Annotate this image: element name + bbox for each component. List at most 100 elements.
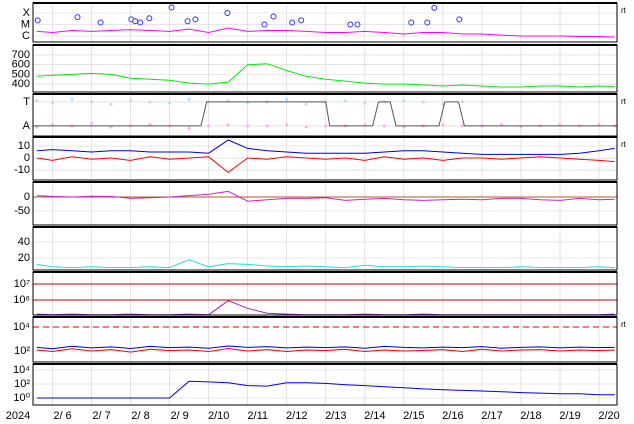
x-tick-label: 2/14 bbox=[364, 410, 385, 422]
panel-frame bbox=[32, 316, 618, 363]
panel-frame bbox=[32, 271, 618, 316]
right-label: rt bbox=[621, 320, 627, 329]
data-point bbox=[226, 123, 230, 127]
data-point bbox=[246, 124, 250, 128]
y-tick-label: 0 bbox=[24, 191, 30, 203]
y-tick-label: 600 bbox=[12, 59, 30, 71]
y-tick-label: X bbox=[23, 7, 31, 19]
y-tick-label: 10⁴ bbox=[13, 364, 30, 376]
data-point bbox=[97, 19, 104, 26]
panel-frame bbox=[32, 93, 618, 137]
data-point bbox=[90, 122, 94, 126]
x-tick-label: 2/16 bbox=[442, 410, 463, 422]
y-tick-label: -50 bbox=[14, 205, 30, 217]
data-point bbox=[304, 102, 308, 106]
x-tick-label: 2/ 8 bbox=[131, 410, 149, 422]
data-point bbox=[347, 21, 354, 28]
y-tick-label: 10² bbox=[14, 378, 30, 390]
data-point bbox=[265, 124, 269, 128]
y-tick-label: 10 bbox=[18, 140, 30, 152]
data-point bbox=[148, 100, 152, 104]
data-point bbox=[51, 101, 55, 105]
data-point bbox=[343, 99, 347, 103]
data-point bbox=[441, 123, 445, 127]
x-tick-label: 2/11 bbox=[247, 410, 268, 422]
panel-frame bbox=[32, 44, 618, 93]
data-point bbox=[168, 4, 175, 11]
series-line bbox=[36, 63, 615, 88]
data-point bbox=[192, 16, 199, 23]
y-tick-label: 10⁰ bbox=[13, 392, 30, 404]
data-point bbox=[324, 124, 328, 128]
series-line bbox=[36, 347, 615, 353]
x-tick-label: 2/20 bbox=[598, 410, 619, 422]
data-point bbox=[207, 124, 211, 128]
y-tick-label: T bbox=[23, 96, 30, 108]
data-point bbox=[34, 17, 41, 24]
series-line bbox=[36, 156, 615, 174]
series-line bbox=[36, 380, 615, 399]
y-tick-label: 20 bbox=[18, 252, 30, 264]
right-label: rt bbox=[621, 6, 627, 15]
data-point bbox=[74, 14, 81, 21]
y-tick-label: 10⁷ bbox=[14, 278, 30, 290]
y-tick-label: 40 bbox=[18, 236, 30, 248]
data-point bbox=[382, 124, 386, 128]
data-point bbox=[132, 18, 139, 25]
data-point bbox=[298, 17, 305, 24]
series-line bbox=[33, 101, 617, 127]
y-tick-label: M bbox=[21, 18, 30, 30]
data-point bbox=[261, 21, 268, 28]
year-label: 2024 bbox=[6, 410, 30, 422]
data-point bbox=[460, 100, 464, 104]
y-tick-label: 10⁴ bbox=[13, 321, 30, 333]
data-point bbox=[402, 99, 406, 103]
series-line bbox=[36, 139, 615, 155]
data-point bbox=[363, 101, 367, 105]
x-tick-label: 2/17 bbox=[481, 410, 502, 422]
data-point bbox=[90, 100, 94, 104]
data-point bbox=[421, 100, 425, 104]
x-tick-label: 2/15 bbox=[403, 410, 424, 422]
data-point bbox=[168, 101, 172, 105]
data-point bbox=[146, 15, 153, 22]
y-tick-label: 0 bbox=[24, 152, 30, 164]
right-label: rt bbox=[621, 140, 627, 149]
data-point bbox=[187, 126, 191, 130]
y-tick-label: -10 bbox=[14, 164, 30, 176]
y-tick-label: C bbox=[22, 30, 30, 42]
series-line bbox=[36, 259, 615, 269]
data-point bbox=[70, 98, 74, 102]
x-tick-label: 2/ 7 bbox=[92, 410, 110, 422]
right-label: rt bbox=[621, 97, 627, 106]
y-tick-label: 400 bbox=[12, 78, 30, 90]
panel-frame bbox=[32, 136, 618, 181]
y-tick-label: 700 bbox=[12, 49, 30, 61]
data-point bbox=[285, 123, 289, 127]
data-point bbox=[35, 99, 39, 103]
x-tick-label: 2/10 bbox=[208, 410, 229, 422]
data-point bbox=[285, 98, 289, 102]
data-point bbox=[304, 125, 308, 129]
data-point bbox=[270, 13, 277, 20]
x-tick-label: 2/18 bbox=[520, 410, 541, 422]
data-point bbox=[354, 21, 361, 28]
y-tick-label: 500 bbox=[12, 68, 30, 80]
x-tick-label: 2/ 6 bbox=[53, 410, 71, 422]
data-point bbox=[109, 102, 113, 106]
data-point bbox=[187, 98, 191, 102]
y-tick-label: 10² bbox=[14, 345, 30, 357]
y-tick-label: 10⁶ bbox=[13, 294, 30, 306]
data-point bbox=[431, 4, 438, 11]
x-tick-label: 2/19 bbox=[559, 410, 580, 422]
data-point bbox=[224, 9, 231, 16]
y-tick-label: A bbox=[23, 120, 31, 132]
data-point bbox=[137, 19, 144, 26]
series-line bbox=[36, 190, 615, 202]
data-point bbox=[289, 19, 296, 26]
data-point bbox=[184, 18, 191, 25]
panel-frame bbox=[32, 226, 618, 271]
x-tick-label: 2/ 9 bbox=[170, 410, 188, 422]
panel-frame bbox=[32, 181, 618, 226]
